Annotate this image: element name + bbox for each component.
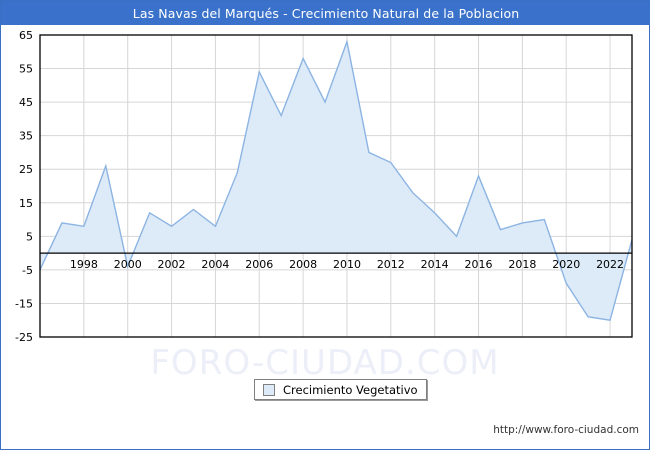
x-axis-tick-label: 2004 [201, 258, 229, 271]
y-axis-tick-label: 5 [26, 230, 33, 243]
page-title: Las Navas del Marqués - Crecimiento Natu… [132, 5, 520, 21]
source-url: http://www.foro-ciudad.com [493, 424, 639, 436]
area-chart-svg: -25 -15 -5 5 15 25 35 45 55 65 1998 2000 2002 2004 200… [15, 29, 633, 344]
x-axis-tick-label: 2014 [421, 258, 449, 271]
legend-swatch-icon [263, 383, 275, 396]
chart-legend[interactable]: Crecimiento Vegetativo [254, 379, 427, 400]
y-axis-tick-label: 65 [19, 29, 33, 42]
x-axis-tick-label: 2020 [552, 258, 580, 271]
x-axis-tick-label: 2010 [333, 258, 361, 271]
x-axis-tick-label: 2022 [596, 258, 624, 271]
y-axis-tick-label: 45 [19, 96, 33, 109]
x-axis-tick-label: 2018 [508, 258, 536, 271]
y-axis-tick-label: -25 [15, 331, 33, 344]
legend-item-label: Crecimiento Vegetativo [283, 382, 418, 397]
x-axis-tick-label: 2012 [377, 258, 405, 271]
x-axis-tick-label: 2000 [114, 258, 142, 271]
x-axis-tick-label: 2008 [289, 258, 317, 271]
y-axis-tick-label: 15 [19, 197, 33, 210]
y-axis-tick-label: 25 [19, 163, 33, 176]
x-axis-tick-label: 1998 [70, 258, 98, 271]
x-axis-tick-label: 2002 [158, 258, 186, 271]
y-axis-tick-label: 35 [19, 130, 33, 143]
y-axis-tick-label: -15 [15, 297, 33, 310]
y-axis-tick-label: -5 [22, 264, 33, 277]
y-axis-tick-label: 55 [19, 63, 33, 76]
x-axis-tick-label: 2006 [245, 258, 273, 271]
x-axis-tick-label: 2016 [465, 258, 493, 271]
window-title-bar: Las Navas del Marqués - Crecimiento Natu… [1, 1, 650, 25]
